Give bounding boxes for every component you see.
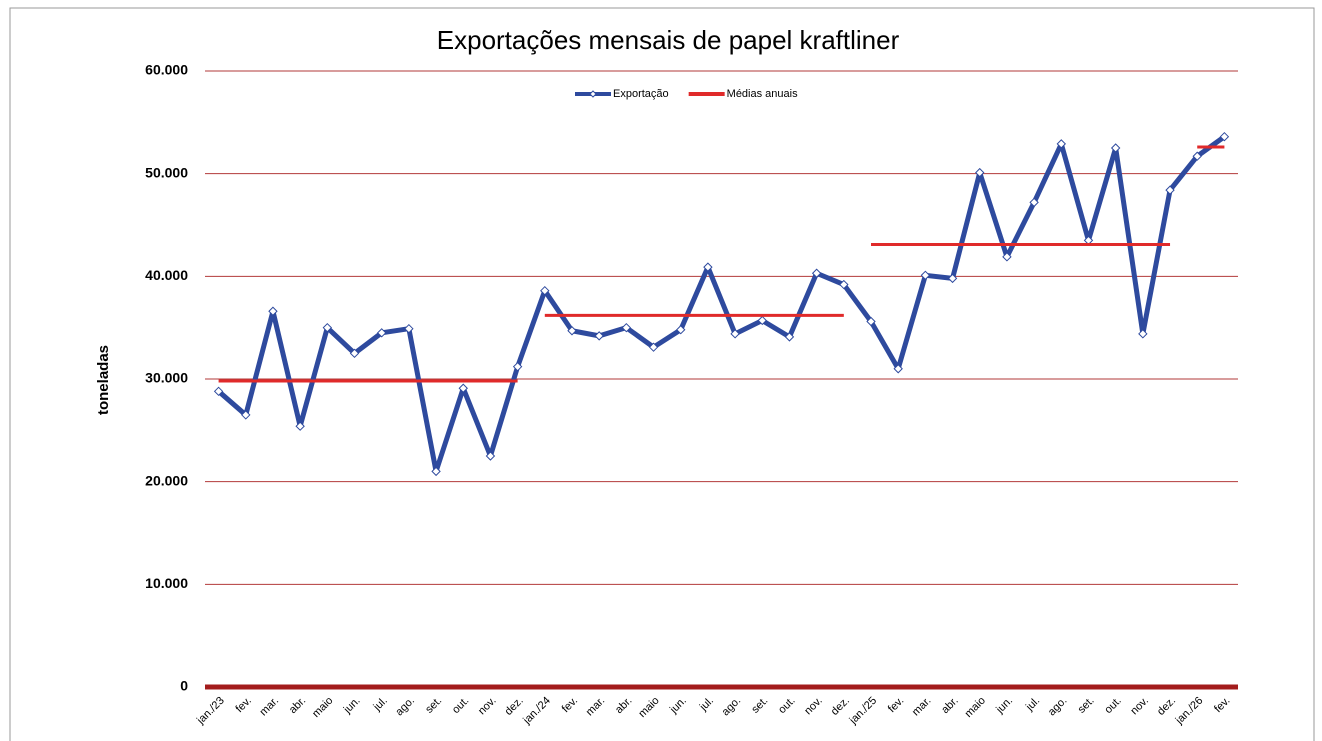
point-marker [1138,329,1148,339]
x-tick-label: nov. [802,695,825,718]
legend-label: Exportação [613,88,669,100]
point-marker [811,268,822,278]
point-marker [540,285,550,296]
y-tick-label: 0 [180,678,188,694]
x-tick-label: fev. [1212,695,1232,715]
point-marker [676,325,686,335]
x-tick-label: ago. [1046,695,1070,719]
x-tick-label: dez. [503,695,526,718]
x-tick-label: out. [450,695,471,716]
point-marker [349,348,360,359]
point-marker [458,383,468,393]
x-tick-label: jul. [697,695,716,714]
point-marker [567,326,577,336]
point-marker [648,342,659,352]
x-tick-label: dez. [829,695,852,718]
x-tick-label: fev. [560,695,580,715]
x-tick-label: out. [776,695,797,716]
chart-title: Exportações mensais de papel kraftliner [437,25,900,55]
x-tick-label: jul. [371,695,390,714]
point-marker [512,361,523,372]
legend-marker [589,90,597,98]
point-marker [241,410,251,420]
point-marker [268,306,278,316]
point-marker [784,332,795,342]
x-tick-label: jan./23 [194,695,227,728]
x-tick-label: maio [310,695,335,720]
x-tick-label: set. [423,695,444,716]
x-tick-label: jan./26 [1173,695,1206,728]
x-tick-label: jan./25 [847,695,880,728]
x-tick-label: mar. [584,695,608,719]
point-marker [703,262,713,272]
point-marker [920,270,931,281]
point-marker [594,331,604,341]
point-marker [376,328,387,338]
x-tick-label: jun. [993,695,1015,717]
chart-border [9,7,1315,741]
point-marker [1192,151,1202,161]
x-tick-label: nov. [1128,695,1151,718]
point-marker [893,364,903,374]
legend-label: Médias anuais [727,88,798,100]
x-tick-label: maio [636,695,661,720]
point-marker [485,451,496,461]
point-marker [730,329,740,339]
y-tick-label: 50.000 [145,164,188,180]
x-tick-label: fev. [234,695,254,715]
point-marker [1002,252,1012,262]
point-marker [1165,185,1175,195]
y-axis-label: toneladas [95,345,112,415]
point-marker [975,167,985,178]
series-line [216,134,1226,474]
point-marker [947,273,958,284]
point-marker [1029,197,1039,208]
point-marker [839,279,849,290]
x-tick-label: ago. [720,695,744,719]
x-tick-label: abr. [613,695,634,716]
point-marker [295,421,305,431]
point-marker [866,316,876,327]
x-tick-label: out. [1102,695,1123,716]
x-tick-label: abr. [939,695,960,716]
x-tick-label: fev. [886,695,906,715]
x-tick-label: mar. [910,695,934,719]
x-tick-label: jun. [667,695,689,717]
point-marker [404,323,414,334]
point-marker [322,322,333,333]
x-tick-label: jun. [341,695,363,717]
y-tick-label: 30.000 [145,370,188,386]
y-tick-label: 40.000 [145,267,188,283]
point-marker [213,386,224,397]
x-tick-label: jan./24 [520,695,553,728]
point-marker [431,466,441,477]
x-tick-label: dez. [1155,695,1178,718]
x-tick-label: ago. [393,695,417,719]
point-marker [1219,131,1230,142]
point-marker [1056,139,1067,149]
x-tick-label: set. [1076,695,1097,716]
point-marker [621,322,632,333]
x-tick-label: jul. [1023,695,1042,714]
y-tick-label: 60.000 [145,62,188,78]
x-tick-label: nov. [476,695,499,718]
x-tick-label: set. [749,695,770,716]
y-tick-label: 20.000 [145,472,188,488]
x-tick-label: maio [963,695,988,720]
x-tick-label: mar. [258,695,282,719]
x-tick-label: abr. [287,695,308,716]
y-tick-label: 10.000 [145,575,188,591]
point-marker [1110,143,1121,153]
point-marker [757,315,767,326]
